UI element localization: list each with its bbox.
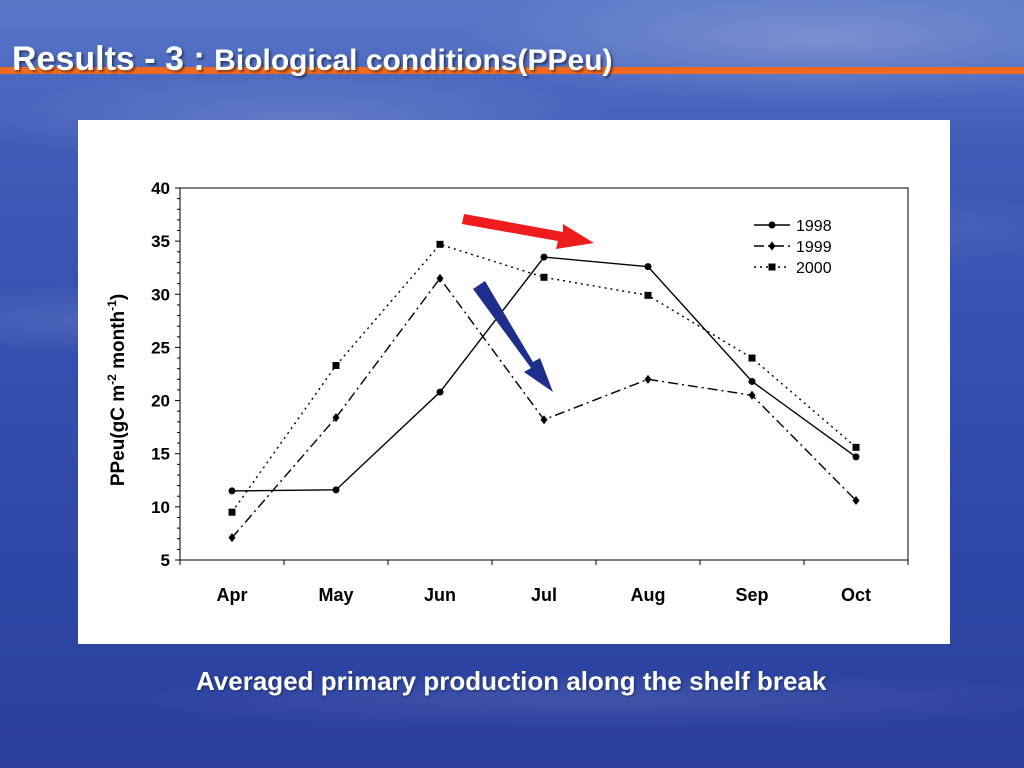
data-point-square xyxy=(540,273,548,281)
y-tick-label: 40 xyxy=(151,179,170,198)
data-point-diamond xyxy=(768,241,776,251)
legend-label-2000: 2000 xyxy=(796,260,832,277)
y-axis-label-main: PPeu(gC m xyxy=(108,385,129,486)
x-tick-label: Apr xyxy=(217,585,248,605)
y-axis-label: PPeu(gC m-2 month-1) xyxy=(105,294,129,486)
x-tick-label: Oct xyxy=(841,585,871,605)
data-point-diamond xyxy=(644,374,652,384)
data-point-circle xyxy=(228,487,236,495)
y-axis-label-sup1: -2 xyxy=(105,374,119,385)
legend-label-1999: 1999 xyxy=(796,239,832,256)
red-trend-arrow xyxy=(462,214,594,249)
chart-legend: 1998 1999 2000 xyxy=(754,218,832,277)
data-point-circle xyxy=(748,377,756,385)
y-tick-label: 15 xyxy=(151,445,170,464)
y-axis-label-end: ) xyxy=(108,294,129,300)
plot-frame xyxy=(179,187,909,561)
data-point-square xyxy=(852,443,860,451)
data-point-square xyxy=(228,508,236,516)
x-tick-label: May xyxy=(318,585,353,605)
series-2000 xyxy=(228,240,860,516)
series-line xyxy=(231,277,857,539)
data-point-circle xyxy=(644,263,652,271)
y-tick-label: 30 xyxy=(151,285,170,304)
slide-title-main: Results - 3 : xyxy=(12,40,215,78)
data-point-square xyxy=(436,240,444,248)
data-point-diamond xyxy=(748,390,756,400)
x-tick-label: Jun xyxy=(424,585,456,605)
legend-label-1998: 1998 xyxy=(796,218,832,235)
data-point-square xyxy=(644,291,652,299)
data-point-diamond xyxy=(332,413,340,423)
y-tick-label: 35 xyxy=(151,232,170,251)
y-axis-label-mid: month xyxy=(108,311,129,374)
data-point-circle xyxy=(436,388,444,396)
y-axis-ticks: 5 10 15 20 25 30 35 40 xyxy=(151,179,180,570)
data-point-diamond xyxy=(540,415,548,425)
x-tick-label: Sep xyxy=(735,585,768,605)
title-underline-bar xyxy=(0,67,1024,74)
slide-caption: Averaged primary production along the sh… xyxy=(196,666,827,696)
data-point-square xyxy=(748,354,756,362)
data-point-circle xyxy=(332,486,340,494)
chart-series xyxy=(228,240,860,543)
chart-axes xyxy=(179,187,909,561)
data-point-square xyxy=(768,263,776,271)
data-point-circle xyxy=(540,253,548,261)
y-tick-label: 25 xyxy=(151,338,170,357)
chart-panel: 5 10 15 20 25 30 35 40 Apr May Jun Jul Aug Sep Oct 19… xyxy=(78,120,950,644)
ppeu-line-chart: 5 10 15 20 25 30 35 40 Apr May Jun Jul Aug Sep Oct 19… xyxy=(105,179,909,605)
y-tick-label: 20 xyxy=(151,392,170,411)
data-point-circle xyxy=(768,221,776,229)
trend-arrows xyxy=(462,214,594,392)
x-tick-label: Aug xyxy=(631,585,666,605)
y-axis-label-sup2: -1 xyxy=(105,300,119,311)
slide-title: Results - 3 : Biological conditions(PPeu… xyxy=(12,40,613,79)
data-point-square xyxy=(332,361,340,369)
slide-title-sub: Biological conditions(PPeu) xyxy=(214,44,613,77)
data-point-diamond xyxy=(436,273,444,283)
data-point-diamond xyxy=(852,495,860,505)
series-1999 xyxy=(228,273,860,543)
x-tick-label: Jul xyxy=(531,585,557,605)
x-axis-ticks: Apr May Jun Jul Aug Sep Oct xyxy=(179,560,909,605)
y-tick-label: 10 xyxy=(151,498,170,517)
series-1998 xyxy=(228,253,860,495)
y-tick-label: 5 xyxy=(161,551,170,570)
data-point-circle xyxy=(852,453,860,461)
data-point-diamond xyxy=(228,533,236,543)
blue-trend-arrow xyxy=(473,281,553,392)
